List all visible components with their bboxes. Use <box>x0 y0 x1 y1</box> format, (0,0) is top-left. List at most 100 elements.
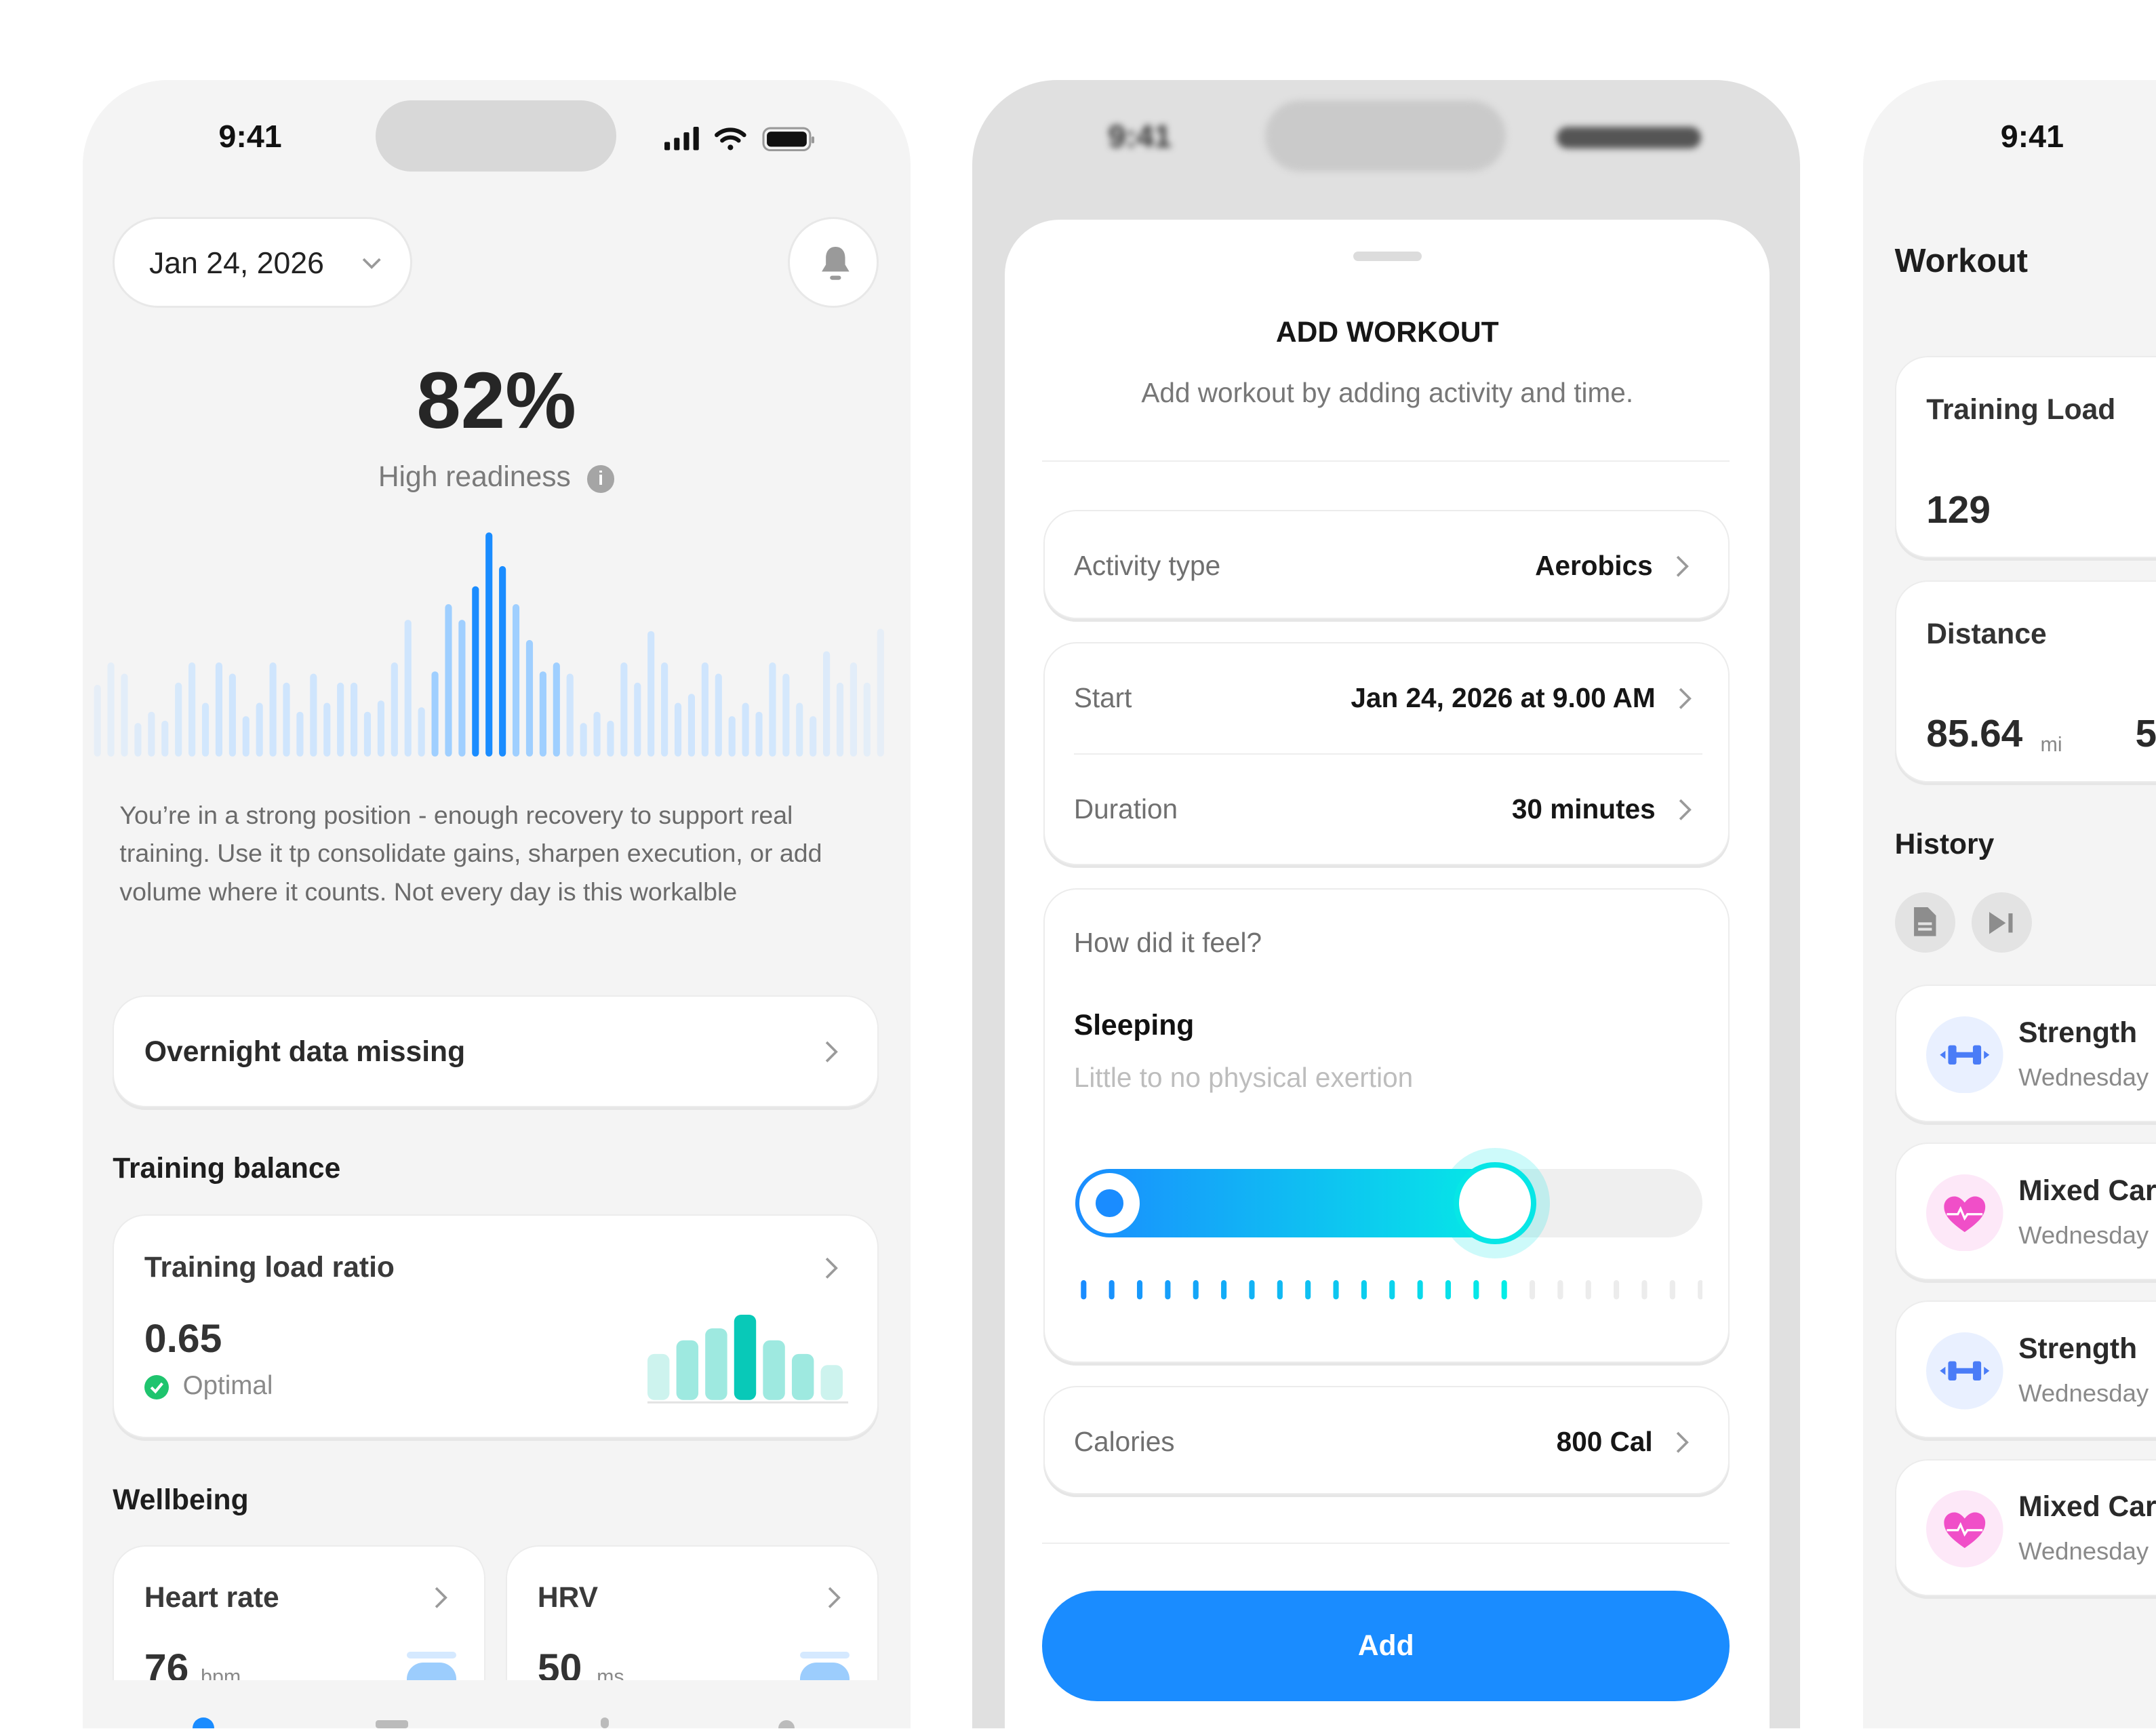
distance-second-value: 5 <box>2135 713 2156 756</box>
tab-home-icon[interactable] <box>192 1717 215 1729</box>
add-button[interactable]: Add <box>1042 1591 1730 1701</box>
chevron-down-icon <box>363 258 381 269</box>
wave-bar <box>728 715 736 757</box>
exertion-tick <box>1613 1279 1620 1300</box>
tab-activity-icon[interactable] <box>601 1717 610 1729</box>
heart-pulse-icon <box>1926 1490 2003 1568</box>
sheet-drag-handle[interactable] <box>1353 252 1422 262</box>
wave-bar <box>877 628 884 757</box>
wave-bar <box>782 673 790 757</box>
hrv-mini-bar <box>800 1662 850 1681</box>
wave-bar <box>134 722 142 757</box>
history-item-subtitle: Wednesday <box>2018 1379 2149 1408</box>
history-skip-button[interactable] <box>1972 892 2033 953</box>
battery-icon <box>761 127 814 151</box>
time-card: Start Jan 24, 2026 at 9.00 AM Duration 3… <box>1043 642 1730 865</box>
exertion-tick <box>1249 1279 1255 1300</box>
wave-bar <box>633 682 641 757</box>
training-load-ratio-title: Training load ratio <box>144 1251 395 1284</box>
wave-bar <box>350 682 357 757</box>
sheet-title: ADD WORKOUT <box>1275 316 1499 349</box>
training-load-bars-chart <box>647 1314 849 1404</box>
document-icon <box>1913 907 1936 937</box>
wave-bar <box>377 700 384 757</box>
chevron-right-icon <box>435 1587 447 1608</box>
tab-calendar-icon[interactable] <box>375 1720 409 1729</box>
exertion-tick <box>1417 1279 1423 1300</box>
chevron-right-icon <box>825 1041 838 1062</box>
training-load-bar <box>792 1353 814 1400</box>
distance-value: 85.64 <box>1926 713 2023 756</box>
wave-bar <box>566 673 574 757</box>
exertion-tick <box>1669 1279 1675 1300</box>
chevron-right-icon <box>1679 688 1692 709</box>
history-item[interactable]: Strength Wednesday <box>1894 1300 2156 1439</box>
slider-start-marker <box>1079 1172 1140 1234</box>
heart-rate-mini-bar <box>407 1651 457 1658</box>
wave-bar <box>607 720 614 757</box>
history-heading: History <box>1894 827 1995 860</box>
wave-bar <box>188 662 195 757</box>
wave-bar <box>121 673 128 757</box>
wave-bar <box>256 702 263 757</box>
exertion-ticks <box>1081 1279 1702 1300</box>
training-load-ratio-value: 0.65 <box>144 1316 222 1361</box>
add-workout-sheet: ADD WORKOUT Add workout by adding activi… <box>1005 220 1770 1729</box>
duration-label: Duration <box>1073 793 1178 825</box>
history-item[interactable]: Strength Wednesday <box>1894 985 2156 1122</box>
status-time: 9:41 <box>1108 119 1172 155</box>
slider-thumb[interactable] <box>1439 1148 1550 1258</box>
training-load-ratio-card[interactable]: Training load ratio 0.65 Optimal <box>113 1214 879 1439</box>
bell-icon <box>821 246 850 280</box>
wave-bar <box>836 682 843 757</box>
date-picker-button[interactable]: Jan 24, 2026 <box>113 217 413 309</box>
info-icon[interactable]: i <box>586 465 615 493</box>
tab-profile-icon[interactable] <box>778 1720 795 1729</box>
notifications-button[interactable] <box>788 217 879 309</box>
feel-description: Little to no physical exertion <box>1073 1061 1414 1093</box>
start-row[interactable]: Start Jan 24, 2026 at 9.00 AM <box>1045 643 1731 755</box>
history-item[interactable]: Mixed Cardio Wednesday <box>1894 1458 2156 1597</box>
calories-row[interactable]: Calories 800 Cal <box>1043 1386 1730 1495</box>
wave-bar <box>161 720 169 757</box>
wellbeing-clip: Heart rate 76 bpm HRV 50 ms <box>83 80 911 1681</box>
wave-bar <box>363 711 371 757</box>
training-load-card[interactable]: Training Load 129 <box>1894 356 2156 559</box>
wave-bar <box>687 693 695 757</box>
hrv-card[interactable]: HRV 50 ms <box>506 1545 879 1681</box>
exertion-slider[interactable] <box>1075 1148 1702 1258</box>
status-icons <box>664 126 814 151</box>
heart-pulse-icon <box>1926 1174 2003 1252</box>
readiness-description: You’re in a strong position - enough rec… <box>119 801 822 906</box>
overnight-data-card[interactable]: Overnight data missing <box>113 995 879 1107</box>
history-log-button[interactable] <box>1894 892 1955 953</box>
training-load-status: Optimal <box>182 1370 273 1400</box>
heart-rate-card[interactable]: Heart rate 76 bpm <box>113 1545 485 1681</box>
wave-bar <box>553 662 560 757</box>
training-load-label: Training Load <box>1926 393 2116 426</box>
exertion-tick <box>1081 1279 1087 1300</box>
check-circle-icon <box>144 1374 169 1400</box>
distance-card[interactable]: Distance 85.64 mi 5 <box>1894 580 2156 782</box>
add-workout-screen: 9:41 ADD WORKOUT Add workout by adding a… <box>972 79 1800 1729</box>
readiness-value: 82% <box>416 356 576 445</box>
wave-bar <box>418 707 425 757</box>
readiness-label-row: High readiness i <box>83 460 911 494</box>
history-item[interactable]: Mixed Cardio Wednesday <box>1894 1142 2156 1281</box>
activity-type-row[interactable]: Activity type Aerobics <box>1043 510 1730 619</box>
training-load-bar <box>705 1328 727 1400</box>
chart-baseline <box>647 1401 849 1404</box>
exertion-tick <box>1641 1279 1648 1300</box>
feel-question: How did it feel? <box>1073 926 1262 958</box>
history-item-title: Strength <box>2018 1332 2138 1366</box>
sheet-subtitle: Add workout by adding activity and time. <box>1141 376 1634 408</box>
training-load-bar <box>676 1340 699 1400</box>
exertion-tick <box>1389 1279 1395 1300</box>
start-label: Start <box>1073 681 1132 713</box>
history-item-subtitle: Wednesday <box>2018 1537 2149 1566</box>
duration-row[interactable]: Duration 30 minutes <box>1045 755 1731 866</box>
exertion-tick <box>1557 1279 1563 1300</box>
wave-bar <box>336 682 344 757</box>
home-screen: 9:41 Jan 24, 2026 82% High readiness i Y… <box>82 79 911 1729</box>
